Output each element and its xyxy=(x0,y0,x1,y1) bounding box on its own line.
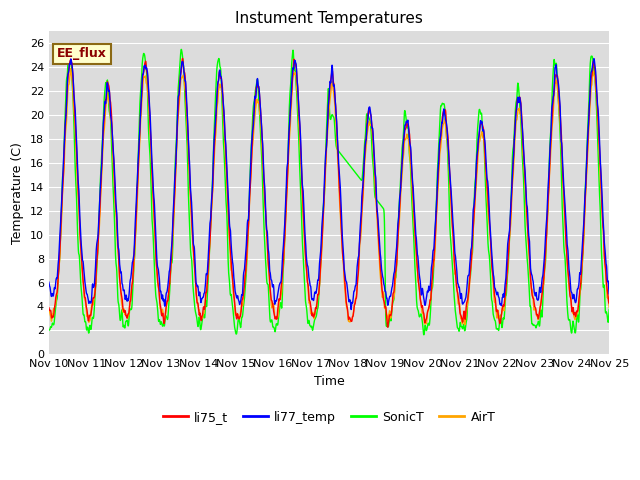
SonicT xyxy=(605,307,613,312)
SonicT xyxy=(45,327,52,333)
SonicT xyxy=(202,305,209,311)
X-axis label: Time: Time xyxy=(314,375,344,388)
AirT xyxy=(556,119,564,125)
AirT xyxy=(346,318,353,324)
li77_temp xyxy=(45,279,52,285)
SonicT xyxy=(556,132,564,138)
li77_temp xyxy=(572,300,579,306)
li75_t xyxy=(179,56,186,61)
li77_temp xyxy=(358,201,365,206)
Title: Instument Temperatures: Instument Temperatures xyxy=(235,11,423,26)
li77_temp xyxy=(492,288,500,294)
SonicT xyxy=(346,162,353,168)
li75_t xyxy=(346,314,353,320)
Text: EE_flux: EE_flux xyxy=(57,47,107,60)
SonicT xyxy=(420,332,428,337)
li75_t xyxy=(605,300,613,306)
AirT xyxy=(358,218,365,224)
AirT xyxy=(67,66,74,72)
Y-axis label: Temperature (C): Temperature (C) xyxy=(11,142,24,244)
li75_t xyxy=(572,314,580,320)
li75_t xyxy=(358,210,365,216)
li75_t xyxy=(202,299,209,304)
SonicT xyxy=(492,326,500,332)
Line: li75_t: li75_t xyxy=(49,59,609,327)
li77_temp xyxy=(348,307,355,312)
li75_t xyxy=(45,304,52,310)
SonicT xyxy=(177,47,185,52)
AirT xyxy=(461,322,468,327)
SonicT xyxy=(358,178,365,183)
SonicT xyxy=(572,328,580,334)
Legend: li75_t, li77_temp, SonicT, AirT: li75_t, li77_temp, SonicT, AirT xyxy=(157,406,500,429)
Line: AirT: AirT xyxy=(49,69,609,324)
AirT xyxy=(605,304,613,310)
li75_t xyxy=(556,110,564,116)
li75_t xyxy=(384,324,392,330)
Line: li77_temp: li77_temp xyxy=(49,59,609,310)
li77_temp xyxy=(345,299,353,305)
AirT xyxy=(492,309,500,315)
li75_t xyxy=(492,308,500,313)
AirT xyxy=(45,306,52,312)
li77_temp xyxy=(605,291,613,297)
li77_temp xyxy=(556,98,564,104)
li77_temp xyxy=(201,286,209,291)
AirT xyxy=(572,315,580,321)
Line: SonicT: SonicT xyxy=(49,49,609,335)
AirT xyxy=(202,298,209,304)
li77_temp xyxy=(590,56,598,61)
